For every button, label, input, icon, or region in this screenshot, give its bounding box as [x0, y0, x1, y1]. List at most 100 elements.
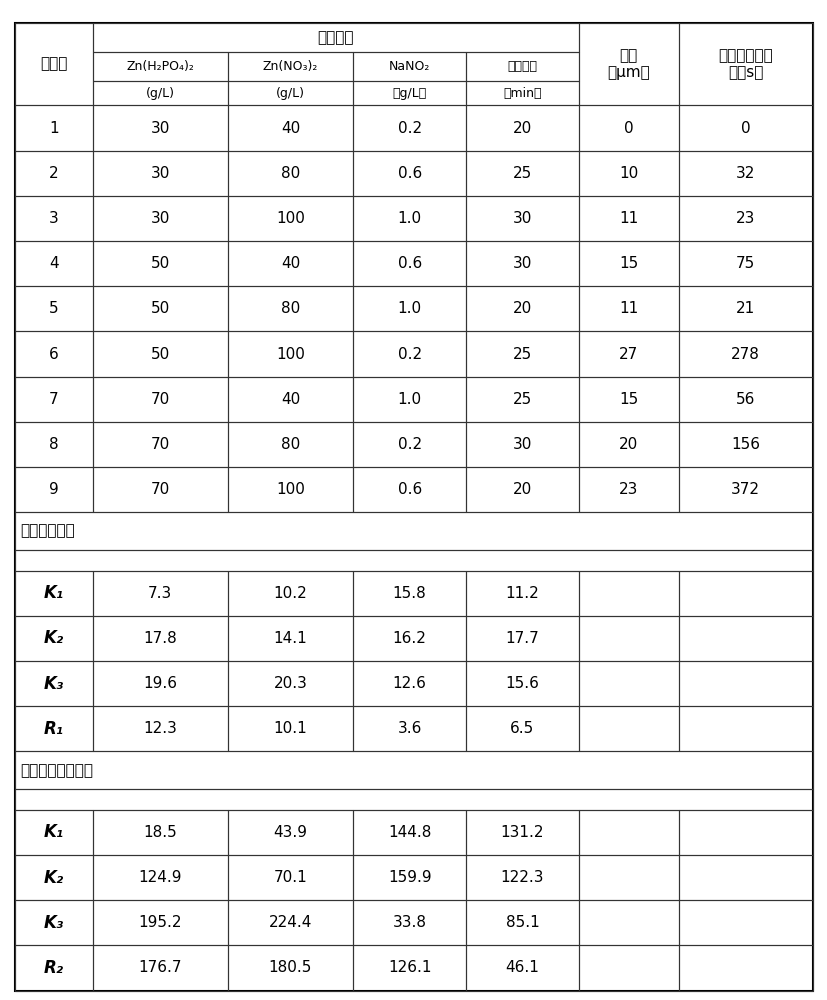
Bar [466, 467, 578, 512]
Bar [15, 286, 93, 331]
Text: K₃: K₃ [44, 675, 64, 693]
Text: 30: 30 [512, 437, 532, 452]
Bar [227, 810, 353, 855]
Text: 14.1: 14.1 [273, 631, 307, 646]
Bar [227, 81, 353, 105]
Bar [15, 422, 93, 467]
Bar [678, 241, 812, 286]
Bar [227, 241, 353, 286]
Text: 12.3: 12.3 [143, 721, 177, 736]
Text: 50: 50 [151, 347, 170, 362]
Bar [353, 661, 466, 706]
Text: 46.1: 46.1 [504, 960, 538, 975]
Bar [227, 855, 353, 900]
Bar [227, 571, 353, 616]
Text: 70: 70 [151, 392, 170, 407]
Bar [227, 706, 353, 751]
Text: 20.3: 20.3 [273, 676, 307, 691]
Text: 21: 21 [735, 301, 754, 316]
Bar [353, 945, 466, 991]
Bar [466, 52, 578, 81]
Bar [227, 661, 353, 706]
Text: 0.2: 0.2 [397, 347, 421, 362]
Text: 17.8: 17.8 [143, 631, 177, 646]
Text: 1.0: 1.0 [397, 301, 421, 316]
Bar [678, 23, 812, 105]
Text: 80: 80 [280, 301, 299, 316]
Bar [466, 377, 578, 422]
Bar [227, 900, 353, 945]
Bar [93, 855, 227, 900]
Text: NaNO₂: NaNO₂ [389, 60, 430, 73]
Text: 10: 10 [619, 166, 638, 181]
Bar [15, 789, 812, 810]
Bar [93, 467, 227, 512]
Bar [578, 900, 678, 945]
Bar [466, 706, 578, 751]
Bar [93, 571, 227, 616]
Bar [15, 151, 93, 196]
Text: 0.2: 0.2 [397, 437, 421, 452]
Bar [678, 855, 812, 900]
Bar [578, 23, 678, 105]
Text: 75: 75 [735, 256, 754, 271]
Text: 224.4: 224.4 [269, 915, 312, 930]
Text: 70: 70 [151, 482, 170, 497]
Text: 23: 23 [619, 482, 638, 497]
Bar [15, 467, 93, 512]
Bar [93, 241, 227, 286]
Bar [678, 286, 812, 331]
Bar [353, 286, 466, 331]
Bar [93, 945, 227, 991]
Bar [678, 810, 812, 855]
Bar [466, 286, 578, 331]
Bar [15, 512, 812, 550]
Bar [578, 616, 678, 661]
Text: 极差分析点滴时间: 极差分析点滴时间 [20, 763, 93, 778]
Text: 40: 40 [280, 121, 299, 136]
Text: K₂: K₂ [44, 869, 64, 887]
Text: 156: 156 [730, 437, 759, 452]
Text: （min）: （min） [503, 87, 541, 100]
Bar [15, 661, 93, 706]
Text: 50: 50 [151, 301, 170, 316]
Bar [466, 571, 578, 616]
Bar [93, 331, 227, 377]
Bar [353, 467, 466, 512]
Text: 极差分析膜厘: 极差分析膜厘 [20, 524, 74, 539]
Bar [466, 241, 578, 286]
Bar [578, 855, 678, 900]
Bar [466, 900, 578, 945]
Bar [93, 105, 227, 151]
Text: 0.6: 0.6 [397, 482, 421, 497]
Bar [227, 196, 353, 241]
Text: （μm）: （μm） [606, 65, 649, 80]
Text: 30: 30 [151, 166, 170, 181]
Bar [93, 377, 227, 422]
Bar [578, 810, 678, 855]
Bar [678, 706, 812, 751]
Text: 17.7: 17.7 [505, 631, 538, 646]
Text: 15: 15 [619, 392, 638, 407]
Text: 10.1: 10.1 [273, 721, 307, 736]
Bar [15, 241, 93, 286]
Text: 反应时间: 反应时间 [507, 60, 537, 73]
Bar [15, 23, 93, 105]
Text: 12.6: 12.6 [392, 676, 426, 691]
Text: 124.9: 124.9 [138, 870, 182, 885]
Bar [578, 571, 678, 616]
Bar [578, 151, 678, 196]
Text: 15: 15 [619, 256, 638, 271]
Text: 159.9: 159.9 [387, 870, 431, 885]
Bar [93, 706, 227, 751]
Bar [578, 706, 678, 751]
Text: K₃: K₃ [44, 914, 64, 932]
Text: 100: 100 [275, 347, 304, 362]
Text: 0: 0 [623, 121, 633, 136]
Text: 180.5: 180.5 [269, 960, 312, 975]
Text: 1: 1 [49, 121, 59, 136]
Bar [678, 377, 812, 422]
Bar [466, 81, 578, 105]
Text: 43.9: 43.9 [273, 825, 307, 840]
Bar [578, 467, 678, 512]
